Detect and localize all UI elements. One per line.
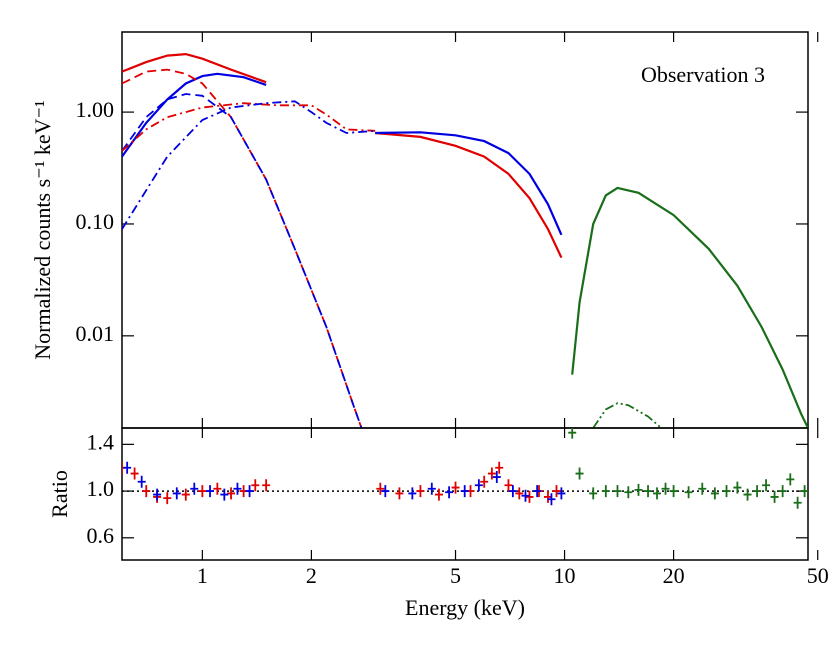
data-point bbox=[743, 488, 752, 501]
series-line bbox=[122, 52, 563, 259]
data-point bbox=[653, 487, 662, 500]
data-point bbox=[669, 485, 678, 498]
y-tick-label: 1.00 bbox=[76, 97, 115, 122]
data-point bbox=[206, 485, 215, 498]
x-tick-label: 1 bbox=[197, 563, 208, 588]
data-point bbox=[130, 467, 139, 480]
data-point bbox=[575, 467, 584, 480]
data-point bbox=[190, 482, 199, 495]
data-point bbox=[262, 479, 271, 492]
data-point bbox=[589, 487, 598, 500]
data-point bbox=[722, 485, 731, 498]
data-point bbox=[153, 488, 162, 501]
data-point bbox=[233, 482, 242, 495]
y-tick-label: 1.0 bbox=[87, 476, 115, 501]
data-point bbox=[661, 482, 670, 495]
data-point bbox=[474, 479, 483, 492]
x-tick-label: 5 bbox=[450, 563, 461, 588]
data-point bbox=[198, 485, 207, 498]
data-point bbox=[508, 485, 517, 498]
data-point bbox=[568, 428, 577, 439]
data-point bbox=[451, 481, 460, 494]
data-point bbox=[480, 475, 489, 488]
data-point bbox=[613, 485, 622, 498]
data-point bbox=[220, 488, 229, 501]
data-point bbox=[557, 487, 566, 500]
data-point bbox=[793, 496, 802, 509]
data-point bbox=[762, 479, 771, 492]
x-tick-label: 20 bbox=[663, 563, 685, 588]
data-point bbox=[504, 479, 513, 492]
series-line bbox=[122, 72, 563, 236]
data-point bbox=[460, 485, 469, 498]
data-point bbox=[644, 485, 653, 498]
data-point bbox=[770, 490, 779, 503]
data-point bbox=[416, 485, 425, 498]
data-point bbox=[163, 492, 172, 505]
data-point bbox=[547, 493, 556, 506]
data-point bbox=[445, 486, 454, 499]
data-point bbox=[552, 485, 561, 498]
data-point bbox=[408, 487, 417, 500]
y-tick-label: 0.01 bbox=[76, 321, 115, 346]
data-point bbox=[492, 471, 501, 484]
data-point bbox=[753, 485, 762, 498]
series-line bbox=[571, 186, 808, 428]
data-point bbox=[733, 481, 742, 494]
data-point bbox=[427, 482, 436, 495]
data-point bbox=[800, 485, 808, 498]
y-tick-label: 0.10 bbox=[76, 209, 115, 234]
series-line bbox=[122, 93, 363, 428]
x-tick-label: 10 bbox=[554, 563, 576, 588]
data-point bbox=[251, 479, 260, 492]
data-point bbox=[786, 473, 795, 486]
data-point bbox=[434, 488, 443, 501]
plot-frame bbox=[121, 427, 809, 561]
data-point bbox=[123, 461, 132, 474]
y-axis-label: Normalized counts s⁻¹ keV⁻¹ bbox=[30, 100, 55, 359]
annotation: Observation 3 bbox=[641, 62, 765, 87]
y-tick-label: 1.4 bbox=[87, 429, 115, 454]
data-point bbox=[137, 475, 146, 488]
data-point bbox=[495, 461, 504, 474]
series-line bbox=[122, 100, 376, 230]
data-point bbox=[227, 487, 236, 500]
data-point bbox=[172, 487, 181, 500]
plot-frame bbox=[121, 31, 809, 429]
data-point bbox=[515, 487, 524, 500]
data-point bbox=[778, 485, 787, 498]
data-point bbox=[710, 487, 719, 500]
data-point bbox=[601, 485, 610, 498]
data-point bbox=[487, 467, 496, 480]
data-point bbox=[245, 485, 254, 498]
x-tick-label: 50 bbox=[807, 563, 829, 588]
x-axis-label: Energy (keV) bbox=[405, 595, 525, 620]
series-line bbox=[592, 402, 662, 428]
data-point bbox=[142, 485, 151, 498]
data-point bbox=[376, 482, 385, 495]
data-point bbox=[525, 490, 534, 503]
data-point bbox=[181, 488, 190, 501]
data-point bbox=[624, 486, 633, 499]
data-point bbox=[698, 482, 707, 495]
data-point bbox=[395, 487, 404, 500]
y-tick-label: 0.6 bbox=[87, 523, 115, 548]
x-tick-label: 2 bbox=[306, 563, 317, 588]
data-point bbox=[634, 483, 643, 496]
data-point bbox=[533, 485, 542, 498]
data-point bbox=[521, 489, 530, 502]
y-axis-label: Ratio bbox=[47, 470, 72, 518]
series-line bbox=[122, 102, 376, 152]
data-point bbox=[684, 486, 693, 499]
data-point bbox=[381, 485, 390, 498]
data-point bbox=[213, 482, 222, 495]
